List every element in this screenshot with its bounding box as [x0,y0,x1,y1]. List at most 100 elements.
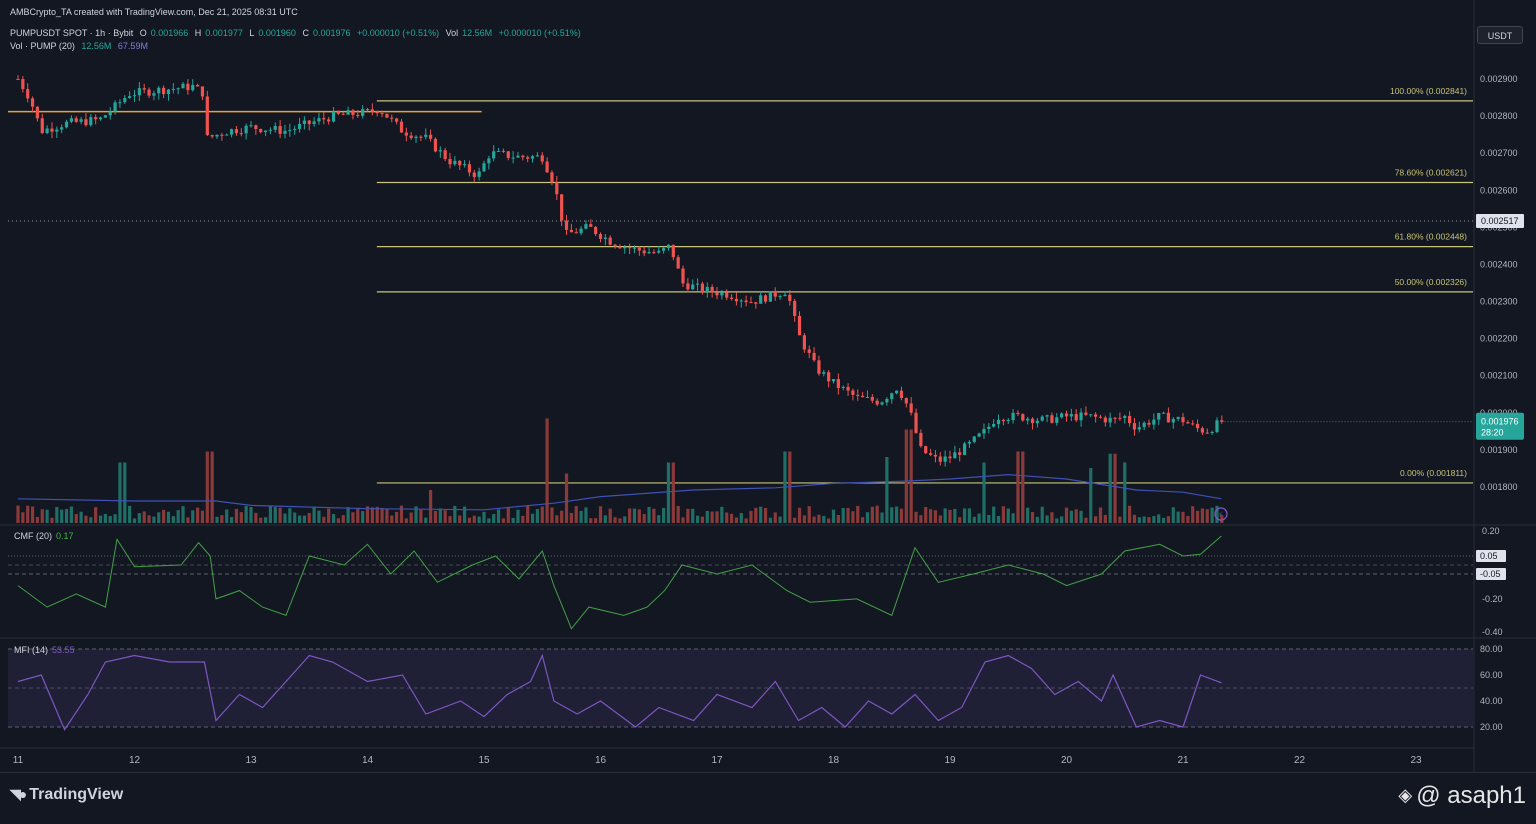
candle-body [725,292,729,298]
candle-body [113,102,117,112]
candle-body [501,150,506,152]
volume-bar [1152,516,1156,523]
cmf-name[interactable]: CMF (20) [14,531,52,541]
candle-body [880,402,884,405]
candle-body [613,244,617,247]
volume-bar [763,508,768,523]
price-tick-label: 0.001900 [1480,445,1518,455]
candle-body [1118,417,1122,419]
candle-body [249,125,253,127]
candle-body [953,452,957,459]
candle-body [1103,417,1107,423]
volume-bar [594,518,598,523]
candle-body [642,250,646,254]
volume-bar [909,429,913,523]
last-price-tag[interactable] [1476,412,1524,440]
open-label: O [139,28,147,38]
volume-bar [598,506,603,523]
volume-bar [35,517,40,523]
candle-body [181,83,185,89]
candle-body [1089,414,1093,416]
candle-body [404,132,408,136]
candle-body [1026,418,1030,421]
volume-bar [933,510,938,523]
volume-bar [958,517,962,523]
volume-bar [1084,517,1088,523]
volume-bar [84,515,88,523]
watermark-text: @ asaph1 [1416,782,1526,809]
volume-bar [749,510,753,523]
volume-bar [191,510,195,523]
candle-body [35,106,40,119]
candle-body [924,446,928,454]
volume-bar [448,516,452,523]
candle-body [623,247,627,249]
cmf-level-tag [1476,550,1506,562]
volume-bar [996,515,1001,523]
alert-bolt-glyph: ⚡ [1218,511,1223,519]
candle-body [846,386,850,391]
price-tick-label: 0.002100 [1480,371,1518,381]
candle-body [322,118,326,120]
volume-bar [157,512,161,523]
candle-body [904,398,908,404]
tradingview-logo[interactable]: ◥● TradingView [10,786,123,804]
volume-bar [399,505,404,523]
volume-bar [200,510,205,523]
volume-bar [511,517,515,523]
candle-body [1074,414,1078,421]
candle-body [234,129,239,134]
mfi-name[interactable]: MFI (14) [14,645,49,655]
volume-bar [1055,518,1059,523]
candle-body [788,294,792,301]
mfi-series-line[interactable] [17,653,1222,731]
candle-body [327,119,331,122]
fib-level-label: 78.60% (0.002621) [1395,167,1467,177]
volume-bar [361,511,365,523]
candle-body [870,397,874,401]
open-value: 0.001966 [150,28,189,38]
candle-body [647,252,651,254]
time-tick-label: 17 [711,755,723,766]
candle-body [797,315,802,336]
candle-body [395,118,399,122]
time-tick-label: 12 [129,755,141,766]
marker-price-text: 0.002517 [1481,216,1519,226]
volume-bar [443,510,447,523]
currency-button[interactable]: USDT [1477,26,1523,44]
volume-bar [691,508,695,523]
volume-bar [759,506,763,523]
candle-body [263,130,268,133]
candle-body [763,295,768,302]
volume-bar [618,518,622,523]
candle-body [841,386,845,388]
volume-bar [516,509,520,523]
price-tick-label: 0.002300 [1480,297,1518,307]
candle-body [414,136,418,139]
volume-bar [744,518,748,523]
candle-body [157,87,161,94]
volume-bar [89,517,93,523]
symbol-name[interactable]: PUMPUSDT SPOT · 1h · Bybit [10,28,134,38]
candle-body [632,247,637,249]
candle-body [909,403,913,413]
last-price-text: 0.001976 [1481,417,1519,427]
alert-bolt-icon[interactable] [1214,507,1228,521]
volume-bar [404,518,408,523]
volume-bar [108,516,112,523]
volume-indicator-name[interactable]: Vol · PUMP (20) [10,41,75,51]
price-tick-label: 0.002900 [1480,74,1518,84]
candle-body [477,171,481,177]
volume-bar [831,509,836,523]
cmf-series-line[interactable] [17,535,1222,630]
volume-bar [462,506,467,523]
candle-body [390,117,394,119]
mfi-value: 53.55 [52,645,75,655]
volume-bar [1147,517,1151,523]
candle-body [1157,412,1161,420]
candle-body [50,128,54,132]
volume-bar [1050,512,1054,523]
candle-body [938,456,942,462]
